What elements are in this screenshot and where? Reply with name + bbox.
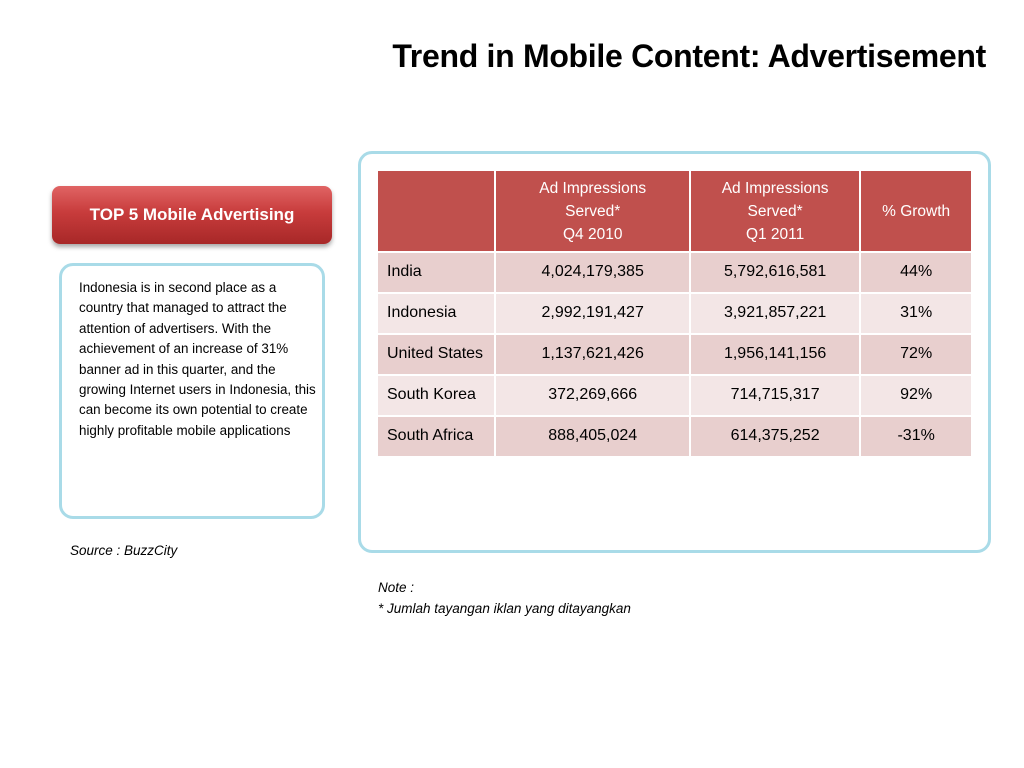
cell-q4-2010: 2,992,191,427: [494, 292, 691, 335]
cell-country: India: [375, 251, 497, 294]
header-q4-line3: Q4 2010: [562, 225, 623, 243]
header-q1-line3: Q1 2011: [745, 225, 805, 243]
table-row: Indonesia 2,992,191,427 3,921,857,221 31…: [375, 292, 973, 335]
cell-growth: -31%: [859, 415, 973, 458]
cell-q1-2011: 5,792,616,581: [688, 251, 862, 294]
note-text: * Jumlah tayangan iklan yang ditayangkan: [378, 601, 631, 616]
header-q1-line1: Ad Impressions: [721, 179, 829, 197]
table-row: India 4,024,179,385 5,792,616,581 44%: [375, 251, 973, 294]
header-q1-2011: Ad Impressions Served* Q1 2011: [688, 169, 862, 253]
table-row: South Korea 372,269,666 714,715,317 92%: [375, 374, 973, 417]
table-note: Note : * Jumlah tayangan iklan yang dita…: [378, 577, 631, 619]
description-text: Indonesia is in second place as a countr…: [79, 280, 316, 438]
header-q4-line2: Served*: [565, 202, 621, 220]
cell-country: South Africa: [375, 415, 497, 458]
header-country: [375, 169, 497, 253]
header-q1-line2: Served*: [747, 202, 803, 220]
cell-country: United States: [375, 333, 497, 376]
cell-growth: 31%: [859, 292, 973, 335]
header-growth: % Growth: [859, 169, 973, 253]
cell-growth: 72%: [859, 333, 973, 376]
cell-country: South Korea: [375, 374, 497, 417]
table-header-row: Ad Impressions Served* Q4 2010 Ad Impres…: [375, 169, 973, 253]
cell-growth: 92%: [859, 374, 973, 417]
table-row: South Africa 888,405,024 614,375,252 -31…: [375, 415, 973, 458]
cell-q1-2011: 614,375,252: [688, 415, 862, 458]
ad-impressions-table: Ad Impressions Served* Q4 2010 Ad Impres…: [375, 169, 973, 458]
cell-q4-2010: 4,024,179,385: [494, 251, 691, 294]
source-caption: Source : BuzzCity: [70, 543, 178, 558]
cell-q1-2011: 3,921,857,221: [688, 292, 862, 335]
cell-q4-2010: 372,269,666: [494, 374, 691, 417]
description-box: Indonesia is in second place as a countr…: [59, 263, 325, 519]
cell-q1-2011: 1,956,141,156: [688, 333, 862, 376]
table-row: United States 1,137,621,426 1,956,141,15…: [375, 333, 973, 376]
cell-growth: 44%: [859, 251, 973, 294]
cell-q4-2010: 888,405,024: [494, 415, 691, 458]
header-q4-line1: Ad Impressions: [539, 179, 647, 197]
slide-title: Trend in Mobile Content: Advertisement: [392, 38, 986, 74]
header-q4-2010: Ad Impressions Served* Q4 2010: [494, 169, 691, 253]
cell-q1-2011: 714,715,317: [688, 374, 862, 417]
note-label: Note :: [378, 580, 415, 595]
top5-mobile-advertising-label: TOP 5 Mobile Advertising: [52, 186, 332, 244]
cell-country: Indonesia: [375, 292, 497, 335]
cell-q4-2010: 1,137,621,426: [494, 333, 691, 376]
